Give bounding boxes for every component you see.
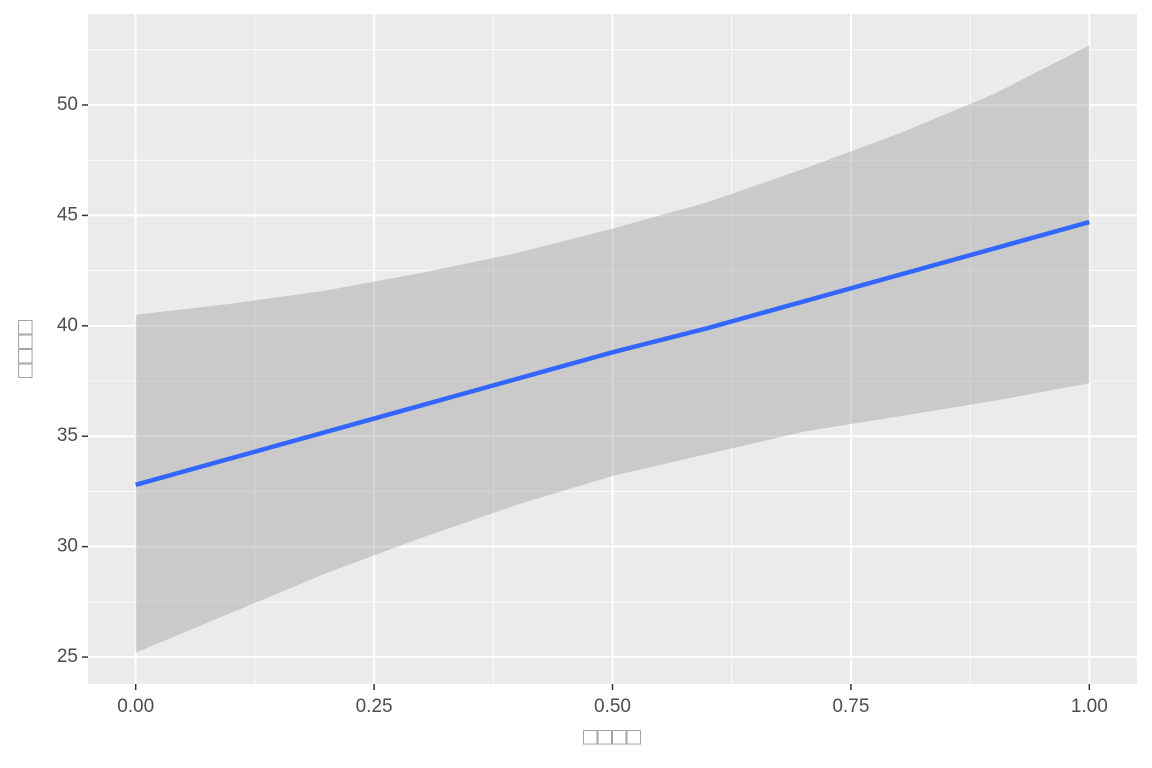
y-tick-label: 45 [57,204,78,225]
y-tick-label: 50 [57,94,78,115]
y-tick-label: 35 [57,425,78,446]
x-tick-label: 0.75 [832,696,869,717]
confidence-band [135,45,1090,653]
fit-line [135,219,1090,487]
x-tick-label: 0.00 [117,696,154,717]
x-tick-label: 0.50 [594,696,631,717]
y-tick-label: 25 [57,646,78,667]
y-axis-title: □□□□ [11,320,38,378]
x-tick-label: 0.25 [356,696,393,717]
x-tick-label: 1.00 [1071,696,1108,717]
y-tick-label: 30 [57,536,78,557]
x-axis-title: □□□□ [583,723,641,750]
y-tick-label: 40 [57,315,78,336]
